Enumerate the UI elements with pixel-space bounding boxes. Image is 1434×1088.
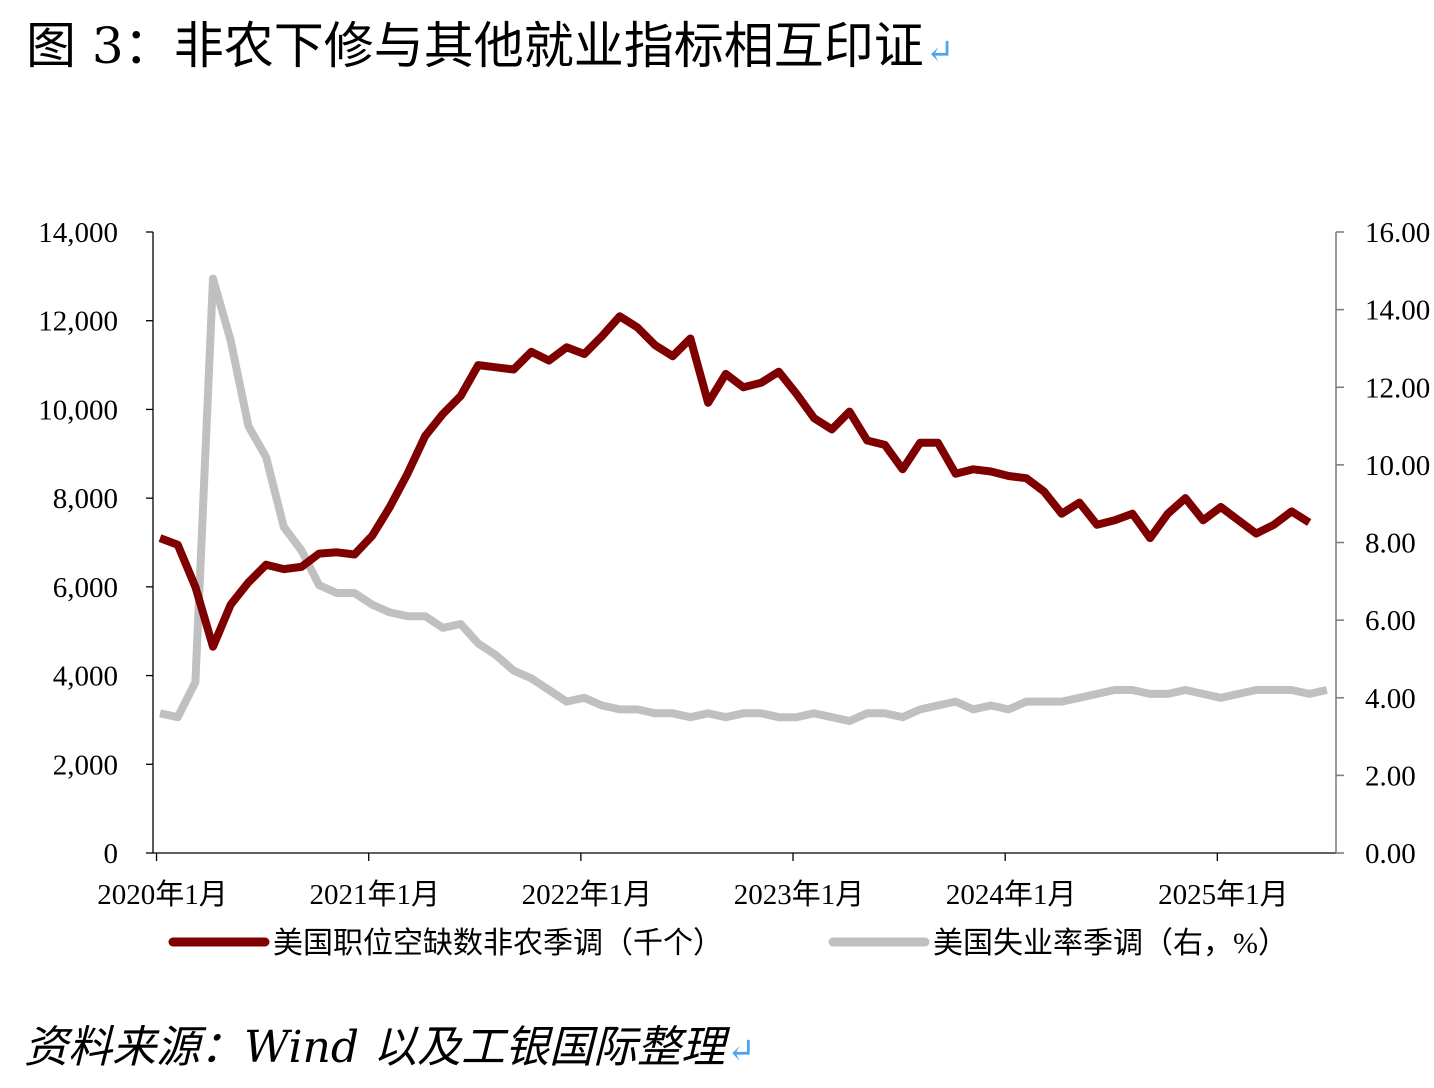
legend-label: 美国失业率季调（右，%） <box>933 927 1288 960</box>
left-tick-label: 2,000 <box>53 749 118 781</box>
left-tick-label: 4,000 <box>53 661 118 693</box>
title-text: 图 3：非农下修与其他就业指标相互印证 <box>26 17 924 75</box>
right-tick-label: 8.00 <box>1365 528 1416 560</box>
source-text: 资料来源：Wind 以及工银国际整理 <box>24 1022 726 1073</box>
right-tick-label: 0.00 <box>1365 838 1416 870</box>
return-mark-icon: ↵ <box>727 1031 756 1071</box>
right-tick-label: 6.00 <box>1365 605 1416 637</box>
left-tick-label: 10,000 <box>38 394 118 426</box>
right-tick-label: 2.00 <box>1365 760 1416 792</box>
line-chart: 0 2,000 4,000 6,000 8,000 10,000 12,000 14,000 0… <box>38 217 1430 960</box>
left-tick-label: 14,000 <box>38 217 118 249</box>
x-tick-label: 2024年1月 <box>946 878 1077 911</box>
return-mark-icon: ↵ <box>925 32 955 72</box>
right-tick-label: 14.00 <box>1365 295 1430 327</box>
right-tick-label: 12.00 <box>1365 372 1430 404</box>
x-tick-label: 2023年1月 <box>734 878 865 911</box>
chart-axes: 0 2,000 4,000 6,000 8,000 10,000 12,000 14,000 0… <box>38 217 1430 911</box>
right-tick-label: 4.00 <box>1365 683 1416 715</box>
legend-label: 美国职位空缺数非农季调（千个） <box>273 927 723 960</box>
left-tick-label: 8,000 <box>53 483 118 515</box>
left-tick-label: 0 <box>104 838 119 870</box>
right-tick-label: 16.00 <box>1365 217 1430 249</box>
unemployment-rate-line <box>159 274 1328 725</box>
left-tick-label: 6,000 <box>53 572 118 604</box>
x-tick-label: 2025年1月 <box>1158 878 1289 911</box>
x-tick-label: 2020年1月 <box>97 878 228 911</box>
source-note: 资料来源：Wind 以及工银国际整理↵ <box>24 1018 756 1081</box>
right-tick-label: 10.00 <box>1365 450 1430 482</box>
chart-series <box>158 274 1328 725</box>
x-tick-label: 2022年1月 <box>522 878 653 911</box>
page-title: 图 3：非农下修与其他就业指标相互印证↵ <box>26 14 954 84</box>
job-openings-line <box>158 312 1312 651</box>
x-tick-label: 2021年1月 <box>309 878 440 911</box>
chart-legend: 美国职位空缺数非农季调（千个） 美国失业率季调（右，%） <box>168 927 1288 960</box>
left-tick-label: 12,000 <box>38 306 118 338</box>
